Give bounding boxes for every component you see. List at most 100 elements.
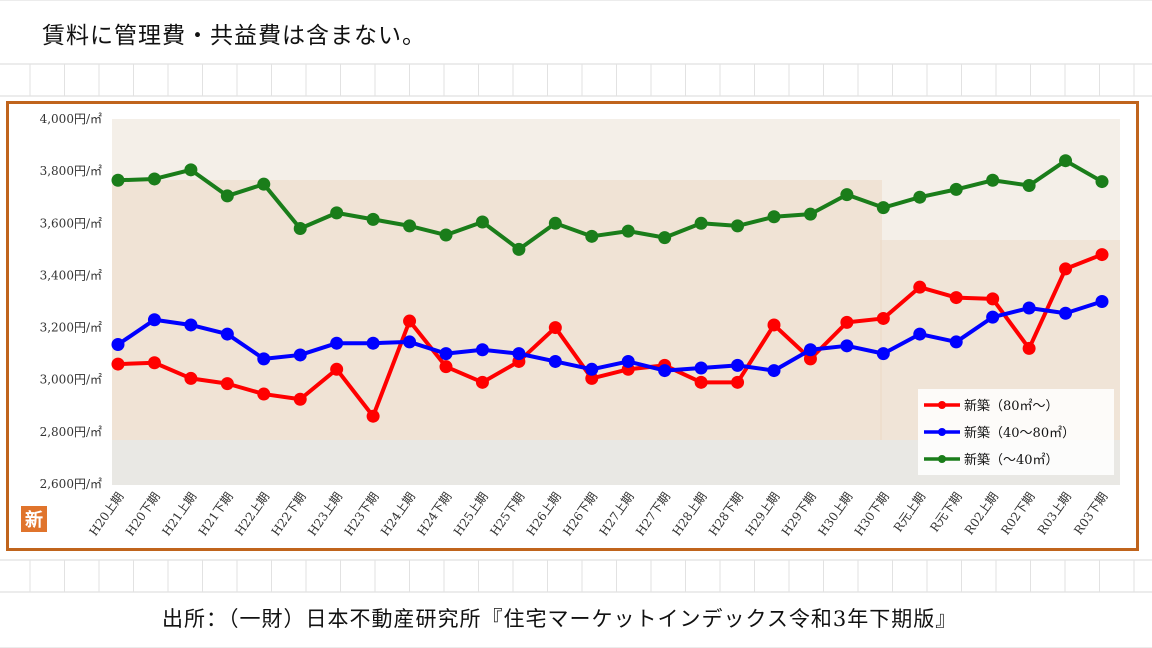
data-point	[475, 215, 489, 229]
x-tick-label: H22上期	[232, 490, 272, 539]
data-point	[548, 321, 562, 335]
legend-label: 新築（80㎡～）	[964, 398, 1059, 414]
x-tick-label: R元上期	[891, 490, 928, 535]
x-tick-label: H25下期	[487, 490, 527, 539]
x-tick-label: H30上期	[815, 490, 855, 539]
legend-marker	[938, 455, 946, 463]
data-point	[330, 206, 344, 220]
legend-marker	[938, 401, 946, 409]
data-point	[876, 201, 890, 215]
x-tick-label: R元下期	[927, 490, 964, 535]
data-point	[913, 327, 927, 341]
data-point	[330, 362, 344, 376]
data-point	[147, 356, 161, 370]
data-point	[585, 229, 599, 243]
note-text: 賃料に管理費・共益費は含まない。	[38, 16, 430, 50]
data-point	[257, 177, 271, 191]
data-point	[366, 212, 380, 226]
data-point	[1022, 341, 1036, 355]
x-tick-label: H21下期	[196, 490, 236, 539]
data-point	[1059, 306, 1073, 320]
x-tick-label: H20上期	[86, 490, 126, 539]
data-point	[220, 327, 234, 341]
data-point	[731, 358, 745, 372]
data-point	[803, 352, 817, 366]
data-point	[147, 313, 161, 327]
y-tick-label: 3,600円/㎡	[40, 216, 102, 230]
data-point	[548, 354, 562, 368]
source-text: 出所：（一財）日本不動産研究所『住宅マーケットインデックス令和3年下期版』	[158, 603, 962, 633]
data-point	[366, 409, 380, 423]
x-tick-label: H25上期	[451, 490, 491, 539]
x-tick-label: R02上期	[962, 490, 1001, 538]
x-tick-label: R03下期	[1071, 490, 1110, 538]
data-point	[621, 224, 635, 238]
x-tick-label: H28下期	[706, 490, 746, 539]
y-tick-label: 3,200円/㎡	[40, 321, 102, 335]
x-tick-label: R03上期	[1035, 490, 1074, 538]
data-point	[694, 361, 708, 375]
series-line-1	[116, 299, 1103, 373]
data-point	[986, 173, 1000, 187]
x-tick-label: H20下期	[123, 490, 163, 539]
data-point	[220, 189, 234, 203]
data-point	[257, 387, 271, 401]
data-point	[840, 315, 854, 329]
data-point	[184, 163, 198, 177]
data-point	[475, 343, 489, 357]
data-point	[403, 219, 417, 233]
y-tick-label: 2,800円/㎡	[40, 425, 102, 439]
data-point	[512, 347, 526, 361]
data-point	[184, 318, 198, 332]
new-badge: 新	[21, 506, 47, 532]
data-point	[439, 347, 453, 361]
data-point	[767, 318, 781, 332]
data-point	[1059, 262, 1073, 276]
data-point	[913, 280, 927, 294]
data-point	[439, 360, 453, 374]
data-point	[293, 348, 307, 362]
data-point	[1022, 178, 1036, 192]
data-point	[949, 291, 963, 305]
x-tick-label: H24上期	[378, 490, 418, 539]
data-point	[111, 173, 125, 187]
data-point	[913, 190, 927, 204]
data-point	[694, 375, 708, 389]
data-point	[475, 375, 489, 389]
x-tick-label: H24下期	[414, 490, 454, 539]
data-point	[803, 343, 817, 357]
data-point	[220, 377, 234, 391]
x-tick-label: H26下期	[560, 490, 600, 539]
data-point	[257, 352, 271, 366]
x-tick-label: H22下期	[269, 490, 309, 539]
series-line-0	[117, 252, 1103, 419]
x-tick-label: H27上期	[597, 490, 637, 539]
x-tick-label: H29下期	[779, 490, 819, 539]
legend-label: 新築（40～80㎡）	[964, 425, 1075, 441]
data-point	[1059, 154, 1073, 168]
x-tick-label: R02下期	[998, 490, 1037, 538]
data-point	[330, 336, 344, 350]
data-point	[585, 362, 599, 376]
data-point	[694, 216, 708, 230]
y-tick-label: 3,000円/㎡	[40, 373, 102, 387]
data-point	[731, 219, 745, 233]
x-tick-label: H23上期	[305, 490, 345, 539]
x-tick-label: H30下期	[852, 490, 892, 539]
data-point	[111, 357, 125, 371]
data-point	[949, 335, 963, 349]
x-tick-label: H29上期	[742, 490, 782, 539]
data-point	[1095, 248, 1109, 262]
y-tick-label: 2,600円/㎡	[40, 477, 102, 491]
data-point	[111, 338, 125, 352]
legend-label: 新築（～40㎡）	[964, 452, 1059, 468]
x-tick-label: H23下期	[342, 490, 382, 539]
data-point	[767, 210, 781, 224]
x-tick-label: H21上期	[159, 490, 199, 539]
data-point	[147, 172, 161, 186]
data-point	[1022, 301, 1036, 315]
data-point	[621, 354, 635, 368]
data-point	[366, 336, 380, 350]
